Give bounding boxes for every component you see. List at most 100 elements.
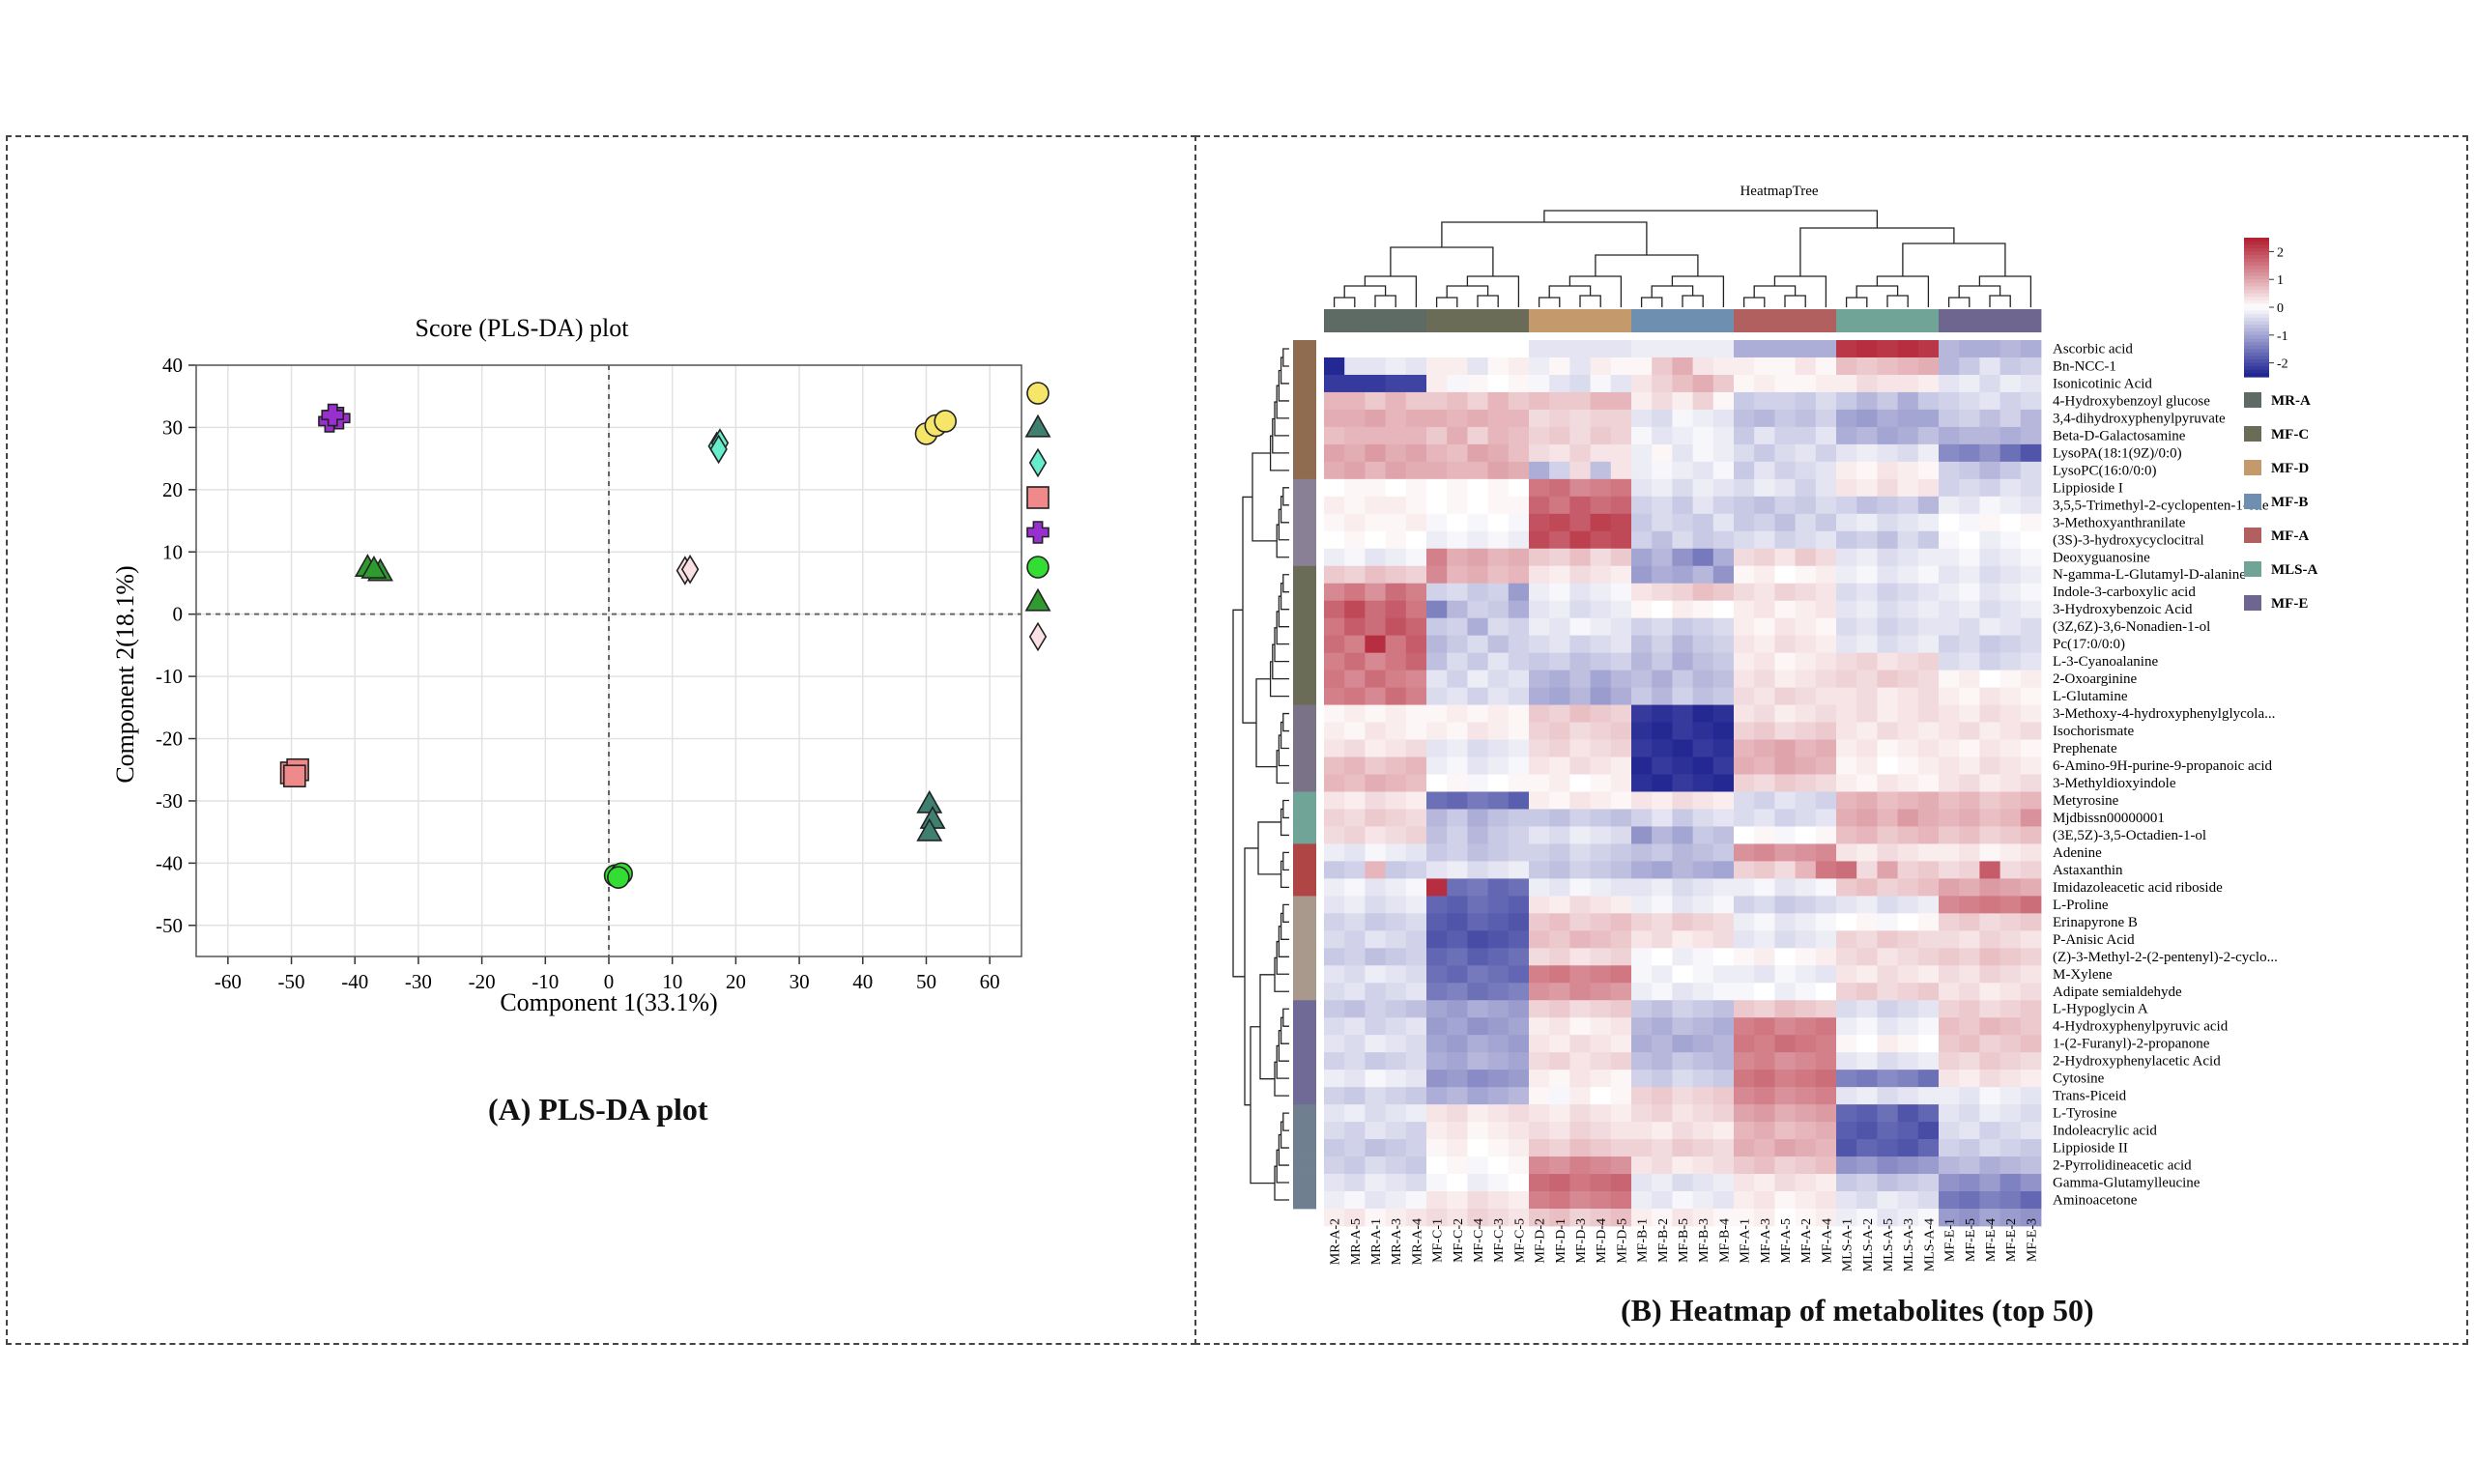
heatmap-cell xyxy=(1999,443,2022,463)
heatmap-cell xyxy=(1692,496,1714,515)
heatmap-cell xyxy=(1712,1052,1735,1070)
colorbar-segment xyxy=(2244,342,2269,347)
heatmap-cell xyxy=(1652,600,1673,619)
heatmap-cell xyxy=(1754,826,1775,844)
column-group-cell xyxy=(2020,309,2042,332)
heatmap-cell xyxy=(1672,1122,1693,1140)
heatmap-cell xyxy=(1672,1035,1693,1053)
heatmap-cell xyxy=(1324,478,1345,498)
heatmap-cell xyxy=(1856,861,1878,879)
heatmap-cell xyxy=(1529,461,1550,480)
heatmap-cell xyxy=(1365,1052,1386,1070)
heatmap-cell xyxy=(1999,1104,2022,1123)
heatmap-cell xyxy=(1569,965,1591,984)
heatmap-cell xyxy=(1426,513,1448,532)
panel-a-caption: (A) PLS-DA plot xyxy=(488,1092,708,1127)
y-tick-label: -30 xyxy=(156,789,183,813)
heatmap-cell xyxy=(1487,1087,1510,1105)
heatmap-cell xyxy=(2020,1191,2042,1210)
dendrogram-link xyxy=(1947,297,1971,307)
heatmap-cell xyxy=(1467,391,1488,411)
heatmap-cell xyxy=(1712,1139,1735,1157)
colorbar-segment xyxy=(2244,258,2269,263)
heatmap-cell xyxy=(1447,409,1468,428)
heatmap-cell xyxy=(1652,670,1673,688)
heatmap-cell xyxy=(1467,1070,1488,1088)
heatmap-cell xyxy=(1487,513,1510,532)
row-dendrogram-link xyxy=(1272,417,1289,454)
heatmap-cell xyxy=(1652,756,1673,775)
heatmap-cell xyxy=(1508,739,1530,757)
heatmap-cell xyxy=(1999,704,2022,723)
heatmap-cell xyxy=(1692,1191,1714,1210)
column-group-cell xyxy=(1795,309,1817,332)
heatmap-cell xyxy=(1467,635,1488,654)
heatmap-cell xyxy=(1487,878,1510,897)
heatmap-cell xyxy=(1385,896,1407,914)
heatmap-cell xyxy=(1734,809,1755,827)
row-label: M-Xylene xyxy=(2053,967,2113,983)
dendrogram-link xyxy=(1543,210,1879,228)
heatmap-cell xyxy=(1795,461,1817,480)
heatmap-cell xyxy=(1959,461,1980,480)
heatmap-cell xyxy=(1549,1209,1570,1227)
heatmap-cell xyxy=(1774,426,1796,445)
heatmap-cell xyxy=(1385,513,1407,532)
heatmap-cell xyxy=(1652,843,1673,862)
heatmap-cell xyxy=(1692,374,1714,393)
heatmap-cell xyxy=(1795,791,1817,810)
heatmap-cell xyxy=(1467,1000,1488,1018)
heatmap-cell xyxy=(1734,826,1755,844)
row-label: 2-Hydroxyphenylacetic Acid xyxy=(2053,1054,2221,1070)
panel-b-caption: (B) Heatmap of metabolites (top 50) xyxy=(1621,1293,2094,1327)
heatmap-cell xyxy=(1590,1122,1612,1140)
heatmap-cell xyxy=(1631,1156,1653,1175)
heatmap-cell xyxy=(1447,791,1468,810)
heatmap-cell xyxy=(1979,896,2000,914)
heatmap-cell xyxy=(1405,617,1427,637)
heatmap-cell xyxy=(2020,930,2042,949)
row-dendrogram-link xyxy=(1280,1016,1289,1044)
heatmap-cell xyxy=(1999,965,2022,984)
column-group-cell xyxy=(1979,309,2000,332)
dendrogram-link xyxy=(1435,297,1458,307)
heatmap-cell xyxy=(1405,809,1427,827)
heatmap-cell xyxy=(1631,426,1653,445)
heatmap-cell xyxy=(1734,617,1755,637)
heatmap-cell xyxy=(1939,1122,1960,1140)
column-group-cell xyxy=(1487,309,1510,332)
heatmap-cell xyxy=(1712,739,1735,757)
heatmap-cell xyxy=(1467,756,1488,775)
heatmap-cell xyxy=(1897,1035,1919,1053)
heatmap-cell xyxy=(1652,1070,1673,1088)
heatmap-cell xyxy=(1487,983,1510,1001)
heatmap-cell xyxy=(1734,530,1755,550)
heatmap-cell xyxy=(1774,461,1796,480)
heatmap-cell xyxy=(1712,391,1735,411)
heatmap-cell xyxy=(1487,1052,1510,1070)
heatmap-cell xyxy=(1897,565,1919,585)
heatmap-cell xyxy=(1385,548,1407,567)
heatmap-cell xyxy=(1959,774,1980,792)
heatmap-cell xyxy=(1652,1156,1673,1175)
heatmap-cell xyxy=(1897,1017,1919,1036)
heatmap-cell xyxy=(1795,391,1817,411)
heatmap-cell xyxy=(1324,496,1345,515)
heatmap-cell xyxy=(1712,1035,1735,1053)
heatmap-cell xyxy=(1774,391,1796,411)
heatmap-cell xyxy=(1692,670,1714,688)
heatmap-cell xyxy=(1754,565,1775,585)
heatmap-cell xyxy=(1344,530,1366,550)
heatmap-cell xyxy=(1467,739,1488,757)
row-cluster-cell xyxy=(1293,548,1316,567)
heatmap-cell xyxy=(1405,1174,1427,1192)
heatmap-cell xyxy=(1652,496,1673,515)
heatmap-cell xyxy=(1324,617,1345,637)
heatmap-cell xyxy=(1447,843,1468,862)
heatmap-cell xyxy=(1529,513,1550,532)
heatmap-cell xyxy=(1672,983,1693,1001)
heatmap-cell xyxy=(1795,583,1817,602)
heatmap-cell xyxy=(1774,1209,1796,1227)
legend-marker-mf-a xyxy=(1026,521,1050,544)
heatmap-cell xyxy=(1508,1122,1530,1140)
